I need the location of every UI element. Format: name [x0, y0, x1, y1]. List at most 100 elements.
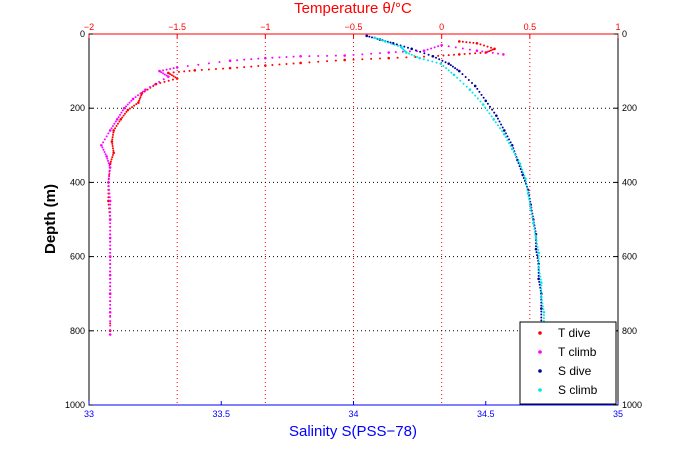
data-point-s-climb — [373, 36, 376, 40]
data-point-t-climb — [108, 292, 112, 296]
data-point-t-dive — [447, 54, 450, 57]
data-point-t-climb — [109, 315, 112, 318]
data-point-t-dive — [490, 46, 493, 49]
data-point-s-climb — [383, 40, 387, 43]
data-point-t-climb — [109, 229, 112, 232]
data-point-t-climb — [110, 127, 113, 130]
data-point-t-climb — [502, 53, 505, 56]
data-point-s-dive — [534, 247, 538, 251]
data-point-s-dive — [406, 46, 409, 49]
data-point-t-dive — [378, 57, 381, 60]
data-point-t-dive — [193, 69, 197, 72]
data-point-s-dive — [458, 69, 461, 73]
data-point-t-climb — [401, 50, 404, 53]
data-point-t-climb — [228, 59, 232, 63]
data-point-s-climb — [462, 82, 465, 85]
data-point-t-climb — [105, 155, 108, 158]
data-point-s-dive — [537, 274, 540, 277]
data-point-s-climb — [537, 260, 540, 263]
data-point-t-dive — [111, 133, 114, 136]
data-point-t-climb — [109, 244, 112, 247]
data-point-t-dive — [169, 73, 172, 76]
data-point-t-dive — [200, 68, 203, 71]
data-point-t-dive — [139, 96, 142, 99]
data-point-t-dive — [112, 131, 115, 134]
data-point-t-dive — [111, 145, 114, 148]
data-point-s-climb — [521, 168, 524, 171]
data-point-t-dive — [115, 125, 118, 128]
data-point-t-dive — [292, 62, 295, 65]
data-point-t-climb — [125, 105, 128, 108]
legend-marker-s-climb — [538, 388, 542, 392]
data-point-t-dive — [121, 116, 124, 119]
data-point-t-climb — [141, 90, 144, 93]
data-point-t-dive — [172, 71, 175, 74]
data-point-s-climb — [517, 159, 520, 162]
data-point-s-climb — [542, 317, 545, 320]
data-point-t-climb — [334, 54, 337, 57]
data-point-s-dive — [395, 43, 398, 46]
data-point-t-climb — [130, 99, 133, 102]
data-point-t-climb — [218, 61, 221, 64]
data-point-s-dive — [488, 105, 491, 108]
data-point-t-climb — [426, 48, 429, 51]
data-point-s-dive — [461, 73, 464, 76]
data-point-t-climb — [107, 181, 110, 184]
data-point-s-dive — [535, 251, 538, 254]
data-point-s-climb — [530, 210, 533, 213]
data-point-t-dive — [137, 101, 140, 104]
data-point-t-climb — [108, 169, 111, 172]
data-point-s-climb — [535, 240, 538, 243]
data-point-s-dive — [410, 47, 413, 51]
data-point-s-dive — [476, 87, 479, 90]
data-point-t-climb — [108, 196, 111, 199]
data-point-t-climb — [108, 255, 112, 258]
data-point-s-dive — [447, 62, 451, 65]
data-point-s-climb — [499, 127, 502, 130]
data-point-s-climb — [537, 248, 540, 251]
data-point-t-dive — [152, 84, 155, 87]
data-point-t-climb — [317, 54, 320, 57]
data-point-s-climb — [452, 73, 456, 77]
y-axis-tick-label-left: 400 — [70, 177, 85, 187]
data-point-s-climb — [523, 174, 526, 177]
data-point-t-climb — [250, 58, 253, 61]
data-point-t-climb — [236, 59, 239, 62]
data-point-t-dive — [172, 75, 175, 78]
data-point-s-climb — [537, 254, 540, 257]
data-point-s-climb — [537, 257, 540, 260]
data-point-t-dive — [110, 140, 114, 143]
top-axis-tick-label: −0.5 — [345, 22, 363, 32]
data-point-s-climb — [515, 156, 518, 159]
data-point-t-dive — [475, 41, 479, 45]
data-point-t-climb — [102, 141, 105, 144]
data-point-s-dive — [470, 81, 473, 84]
data-point-s-dive — [540, 310, 543, 313]
data-point-s-climb — [541, 305, 544, 308]
data-point-s-climb — [408, 52, 411, 55]
data-point-s-climb — [536, 242, 539, 245]
data-point-s-dive — [502, 129, 506, 132]
data-point-s-climb — [476, 97, 479, 100]
data-point-t-climb — [292, 55, 295, 58]
data-point-t-dive — [111, 147, 114, 150]
data-point-t-dive — [468, 52, 471, 55]
data-point-t-dive — [174, 76, 177, 79]
data-point-t-climb — [108, 199, 112, 203]
data-point-t-climb — [106, 157, 109, 160]
data-point-t-dive — [423, 55, 426, 58]
data-point-t-dive — [370, 57, 373, 60]
data-point-t-dive — [257, 65, 260, 68]
data-point-s-dive — [493, 111, 496, 114]
data-point-t-dive — [138, 99, 141, 102]
data-point-t-climb — [109, 288, 112, 291]
data-point-s-climb — [532, 221, 535, 225]
data-point-s-climb — [502, 132, 506, 136]
data-point-t-climb — [109, 203, 112, 206]
data-point-s-dive — [414, 49, 417, 52]
data-point-t-climb — [186, 65, 189, 68]
data-point-s-dive — [538, 280, 541, 283]
data-point-t-climb — [108, 164, 111, 167]
data-point-t-dive — [163, 80, 166, 83]
